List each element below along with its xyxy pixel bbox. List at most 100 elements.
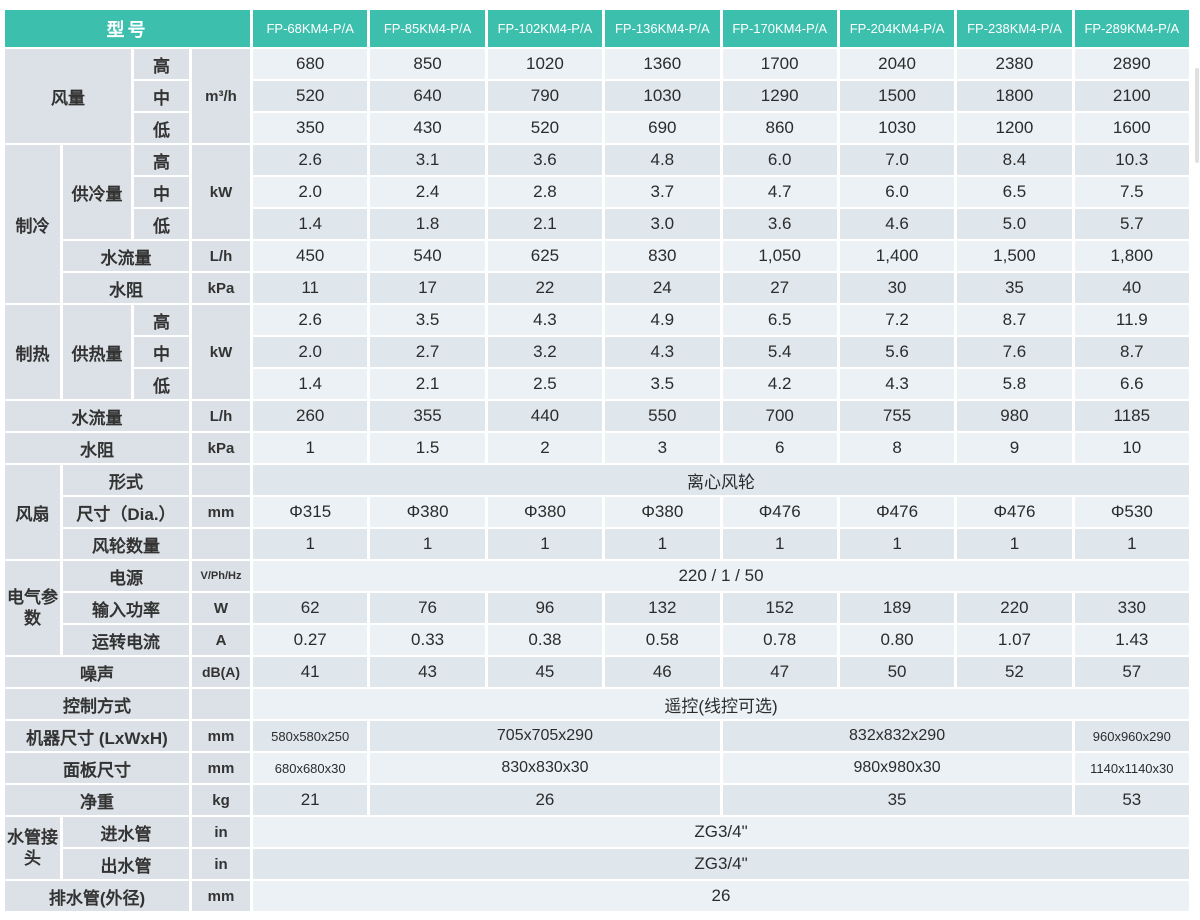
value-cell-merged: ZG3/4": [253, 849, 1189, 879]
value-cell: 1030: [839, 113, 955, 143]
value-cell-merged: 980x980x30: [722, 753, 1072, 783]
value-cell: 96: [487, 593, 603, 623]
value-cell: 30: [839, 273, 955, 303]
value-cell: 2040: [839, 49, 955, 79]
value-cell: 520: [253, 81, 368, 111]
level-label-high: 高: [134, 145, 189, 175]
row-label-net-weight: 净重: [5, 785, 189, 815]
value-cell: 1.5: [370, 433, 485, 463]
value-cell: 7.2: [839, 305, 955, 335]
value-cell: 1,500: [957, 241, 1072, 271]
value-cell: 2: [487, 433, 603, 463]
value-cell: 830: [605, 241, 720, 271]
value-cell: 2.6: [253, 305, 368, 335]
value-cell: 41: [253, 657, 368, 687]
model-header: FP-289KM4-P/A: [1074, 10, 1189, 47]
model-header: FP-68KM4-P/A: [253, 10, 368, 47]
airflow-low-row: 低 350 430 520 690 860 1030 1200 1600: [5, 113, 1189, 143]
value-cell: 1.8: [370, 209, 485, 239]
unit-label: V/Ph/Hz: [192, 561, 250, 591]
value-cell: 3.6: [487, 145, 603, 175]
value-cell: 980: [957, 401, 1072, 431]
value-cell: 40: [1074, 273, 1189, 303]
unit-label: W: [192, 593, 250, 623]
value-cell: Φ380: [487, 497, 603, 527]
level-label-mid: 中: [134, 337, 189, 367]
fan-type-row: 风扇 形式 离心风轮: [5, 465, 1189, 559]
value-cell: 46: [605, 657, 720, 687]
value-cell: 1: [839, 529, 955, 559]
value-cell: 1360: [605, 49, 720, 79]
value-cell: 640: [370, 81, 485, 111]
unit-label: L/h: [192, 401, 250, 431]
level-label-high: 高: [134, 49, 189, 79]
value-cell: 27: [722, 273, 837, 303]
level-label-mid: 中: [134, 81, 189, 111]
value-cell: 430: [370, 113, 485, 143]
value-cell: 2.6: [253, 145, 368, 175]
row-label-fan-type: 形式: [63, 465, 189, 495]
section-label-electrical: 电气参数: [5, 561, 60, 655]
value-cell: 700: [722, 401, 837, 431]
value-cell-merged: ZG3/4": [253, 817, 1189, 847]
value-cell: 1: [722, 529, 837, 559]
value-cell: 5.8: [957, 369, 1072, 399]
inlet-pipe-row: 水管接头 进水管 in ZG3/4": [5, 817, 1189, 879]
row-label-heating-resistance: 水阻: [5, 433, 189, 463]
row-label-inlet: 进水管: [63, 817, 189, 847]
model-header: FP-136KM4-P/A: [605, 10, 720, 47]
heating-low-row: 低 1.4 2.1 2.5 3.5 4.2 4.3 5.8 6.6: [5, 369, 1189, 399]
value-cell: 3: [605, 433, 720, 463]
scrollbar-thumb[interactable]: [1195, 68, 1199, 163]
value-cell: 10.3: [1074, 145, 1189, 175]
value-cell: 1200: [957, 113, 1072, 143]
unit-label: kW: [192, 145, 250, 239]
value-cell: 1500: [839, 81, 955, 111]
value-cell-merged: 830x830x30: [370, 753, 720, 783]
row-label-outlet: 出水管: [63, 849, 189, 879]
control-row: 控制方式 遥控(线控可选): [5, 689, 1189, 719]
value-cell: 960x960x290: [1074, 721, 1189, 751]
value-cell: 355: [370, 401, 485, 431]
value-cell: Φ380: [605, 497, 720, 527]
row-label-cooling-resistance: 水阻: [63, 273, 189, 303]
value-cell: Φ476: [839, 497, 955, 527]
value-cell: 43: [370, 657, 485, 687]
power-supply-row: 电气参数 电源 V/Ph/Hz 220 / 1 / 50: [5, 561, 1189, 655]
value-cell: 0.80: [839, 625, 955, 655]
unit-label: kW: [192, 305, 250, 399]
value-cell: 0.78: [722, 625, 837, 655]
value-cell: 3.2: [487, 337, 603, 367]
section-label-airflow: 风量: [5, 49, 131, 143]
value-cell: 680x680x30: [253, 753, 368, 783]
value-cell: 7.6: [957, 337, 1072, 367]
value-cell: 3.7: [605, 177, 720, 207]
airflow-high-row: 风量 高 m³/h 680 850 1020 1360 1700 2040 23…: [5, 49, 1189, 143]
value-cell: Φ476: [722, 497, 837, 527]
value-cell: 1800: [957, 81, 1072, 111]
unit-label: mm: [192, 881, 250, 911]
level-label-mid: 中: [134, 177, 189, 207]
row-label-fan-count: 风轮数量: [63, 529, 189, 559]
value-cell: 0.38: [487, 625, 603, 655]
row-label-fan-diameter: 尺寸（Dia.）: [63, 497, 189, 527]
value-cell: 0.33: [370, 625, 485, 655]
row-label-noise: 噪声: [5, 657, 189, 687]
value-cell: 2.0: [253, 337, 368, 367]
value-cell: 3.1: [370, 145, 485, 175]
value-cell: 550: [605, 401, 720, 431]
value-cell: 1: [1074, 529, 1189, 559]
level-label-low: 低: [134, 113, 189, 143]
value-cell: 1.07: [957, 625, 1072, 655]
unit-label: kPa: [192, 433, 250, 463]
value-cell: 9: [957, 433, 1072, 463]
value-cell: 1.4: [253, 369, 368, 399]
model-header: FP-204KM4-P/A: [839, 10, 955, 47]
row-label-heating-flow: 水流量: [5, 401, 189, 431]
value-cell: 6.0: [839, 177, 955, 207]
value-cell: 52: [957, 657, 1072, 687]
heating-high-row: 制热 供热量 高 kW 2.6 3.5 4.3 4.9 6.5 7.2 8.7 …: [5, 305, 1189, 399]
value-cell-merged: 26: [370, 785, 720, 815]
value-cell: 10: [1074, 433, 1189, 463]
value-cell: 2.0: [253, 177, 368, 207]
